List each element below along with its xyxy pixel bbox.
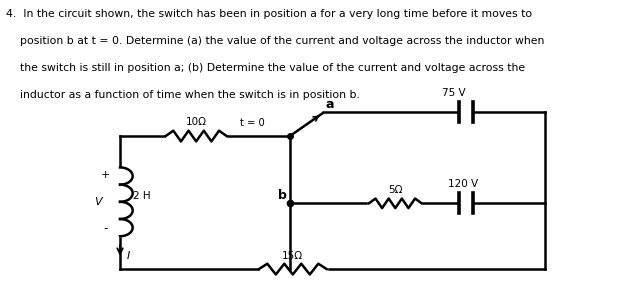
Text: +: + bbox=[100, 170, 110, 180]
Text: b: b bbox=[278, 189, 287, 202]
Text: I: I bbox=[127, 251, 130, 261]
Text: the switch is still in position a; (b) Determine the value of the current and vo: the switch is still in position a; (b) D… bbox=[6, 63, 525, 73]
Text: t = 0: t = 0 bbox=[240, 118, 265, 128]
Text: 75 V: 75 V bbox=[442, 88, 466, 98]
Text: V: V bbox=[94, 197, 102, 207]
Text: 5Ω: 5Ω bbox=[388, 185, 403, 195]
Text: 2 H: 2 H bbox=[133, 191, 151, 201]
Text: inductor as a function of time when the switch is in position b.: inductor as a function of time when the … bbox=[6, 90, 360, 100]
Text: 10Ω: 10Ω bbox=[186, 117, 207, 127]
Text: a: a bbox=[325, 98, 333, 111]
Text: 15Ω: 15Ω bbox=[282, 251, 303, 261]
Text: position b at t = 0. Determine (a) the value of the current and voltage across t: position b at t = 0. Determine (a) the v… bbox=[6, 36, 544, 46]
Text: 4.  In the circuit shown, the switch has been in position a for a very long time: 4. In the circuit shown, the switch has … bbox=[6, 9, 532, 19]
Text: -: - bbox=[103, 222, 107, 235]
Text: 120 V: 120 V bbox=[448, 179, 478, 189]
